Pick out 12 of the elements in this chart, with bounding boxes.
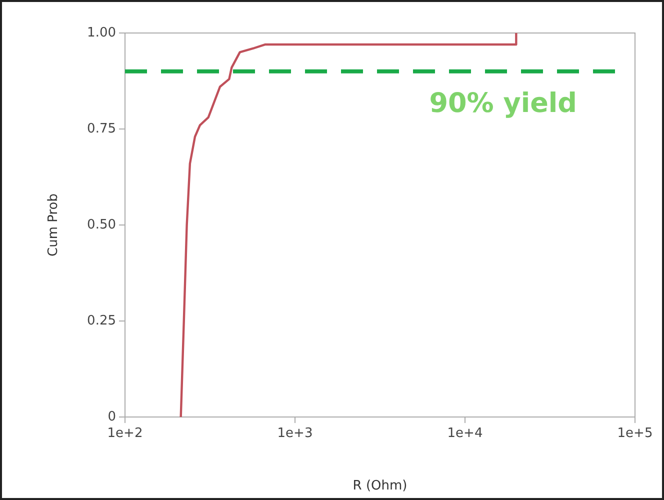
y-axis-title: Cum Prob (46, 194, 62, 256)
x-tick-label: 1e+4 (447, 426, 483, 442)
y-tick-label: 0.75 (87, 121, 116, 136)
x-tick-label: 1e+2 (107, 426, 143, 442)
x-axis-title: R (Ohm) (352, 478, 408, 494)
y-tick-label: 0.50 (87, 217, 116, 232)
y-tick-label: 1.00 (87, 25, 116, 40)
y-tick-label: 0 (108, 409, 116, 424)
y-tick-label: 0.25 (87, 313, 116, 328)
ref-line-label: 90% yield (429, 88, 577, 119)
x-tick-label: 1e+3 (277, 426, 313, 442)
x-tick-label: 1e+5 (617, 426, 653, 442)
